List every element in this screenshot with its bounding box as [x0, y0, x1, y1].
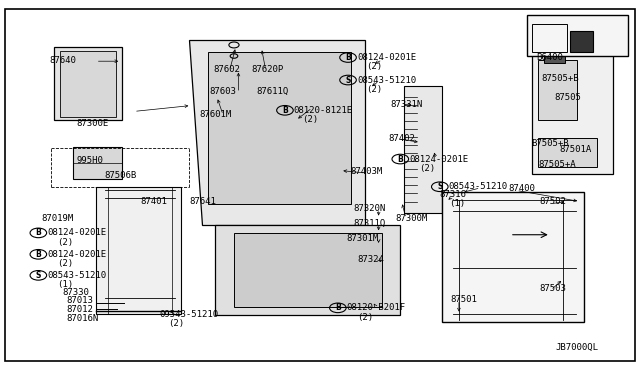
Text: 87620P: 87620P [251, 65, 284, 74]
Text: 87316: 87316 [440, 190, 467, 199]
Text: 08124-0201E: 08124-0201E [47, 250, 106, 259]
Text: 87012: 87012 [67, 305, 93, 314]
Text: 08124-0201E: 08124-0201E [409, 154, 468, 164]
Text: JB7000QL: JB7000QL [556, 343, 599, 352]
Text: (1): (1) [58, 280, 74, 289]
Polygon shape [404, 86, 442, 212]
Text: 08543-51210: 08543-51210 [357, 76, 416, 84]
Text: 87602: 87602 [213, 65, 240, 74]
Text: (2): (2) [58, 259, 74, 268]
Text: S: S [437, 182, 442, 191]
Text: B: B [335, 303, 340, 312]
Text: 09543-51210: 09543-51210 [159, 310, 218, 319]
Text: (1): (1) [449, 199, 465, 208]
Text: 87016N: 87016N [67, 314, 99, 323]
Text: 87640: 87640 [49, 56, 76, 65]
Text: (2): (2) [302, 115, 318, 124]
Text: B: B [282, 106, 288, 115]
Bar [73, 147, 122, 179]
Text: 87401: 87401 [140, 197, 167, 206]
Text: 08543-51210: 08543-51210 [449, 182, 508, 191]
Text: S: S [346, 76, 351, 84]
Polygon shape [189, 40, 365, 225]
Text: 87400: 87400 [508, 185, 535, 193]
Text: 87300E: 87300E [77, 119, 109, 128]
Text: 08120-B201F: 08120-B201F [347, 303, 406, 312]
Text: (2): (2) [168, 319, 184, 328]
Text: 87019M: 87019M [41, 214, 73, 223]
Bar [538, 138, 596, 167]
Text: 08124-0201E: 08124-0201E [357, 53, 416, 62]
Text: (2): (2) [419, 164, 435, 173]
Polygon shape [96, 187, 181, 314]
Text: 87311Q: 87311Q [353, 219, 385, 228]
Text: 87505+B: 87505+B [541, 74, 579, 83]
Text: 87505+A: 87505+A [538, 160, 575, 169]
Text: (2): (2) [366, 85, 382, 94]
Text: (2): (2) [366, 62, 382, 71]
Text: B7505+B: B7505+B [532, 139, 569, 148]
Text: 87502: 87502 [540, 197, 566, 206]
Text: 87501: 87501 [451, 295, 477, 304]
Text: S: S [36, 271, 41, 280]
Bar [54, 47, 122, 120]
Text: 87603: 87603 [209, 87, 236, 96]
Text: 87505: 87505 [554, 93, 581, 102]
Text: 87403M: 87403M [351, 167, 383, 176]
Polygon shape [234, 233, 383, 307]
Bar [532, 23, 567, 52]
Text: B6400: B6400 [537, 53, 564, 62]
Text: 87503: 87503 [540, 284, 566, 293]
Text: 87331N: 87331N [390, 100, 422, 109]
Text: (2): (2) [357, 312, 373, 321]
Text: 87324: 87324 [357, 254, 384, 264]
Text: 87501A: 87501A [559, 145, 591, 154]
Text: B: B [35, 250, 41, 259]
Bar [532, 55, 613, 174]
Bar [442, 192, 584, 322]
Text: 08120-8121E: 08120-8121E [293, 106, 353, 115]
Text: 87402: 87402 [389, 134, 416, 143]
Text: 87320N: 87320N [353, 204, 385, 214]
Text: 08124-0201E: 08124-0201E [47, 228, 106, 237]
Text: 87301M: 87301M [347, 234, 379, 243]
Text: (2): (2) [58, 238, 74, 247]
Text: 87013: 87013 [67, 296, 93, 305]
Bar [538, 61, 577, 120]
Text: B: B [35, 228, 41, 237]
Text: B: B [397, 154, 403, 164]
Text: 87611Q: 87611Q [256, 87, 289, 96]
Text: 995H0: 995H0 [77, 156, 104, 166]
Bar [60, 51, 116, 116]
Text: 87506B: 87506B [104, 171, 137, 180]
Text: 87330: 87330 [62, 288, 89, 297]
Bar [570, 31, 593, 52]
Bar [527, 15, 628, 56]
Polygon shape [209, 52, 351, 204]
Text: 87300M: 87300M [395, 214, 428, 223]
Bar [544, 55, 564, 63]
Polygon shape [215, 225, 399, 315]
Text: 87601M: 87601M [199, 109, 231, 119]
Text: 08543-51210: 08543-51210 [47, 271, 106, 280]
Text: B: B [345, 53, 351, 62]
Text: 87641: 87641 [189, 197, 216, 206]
